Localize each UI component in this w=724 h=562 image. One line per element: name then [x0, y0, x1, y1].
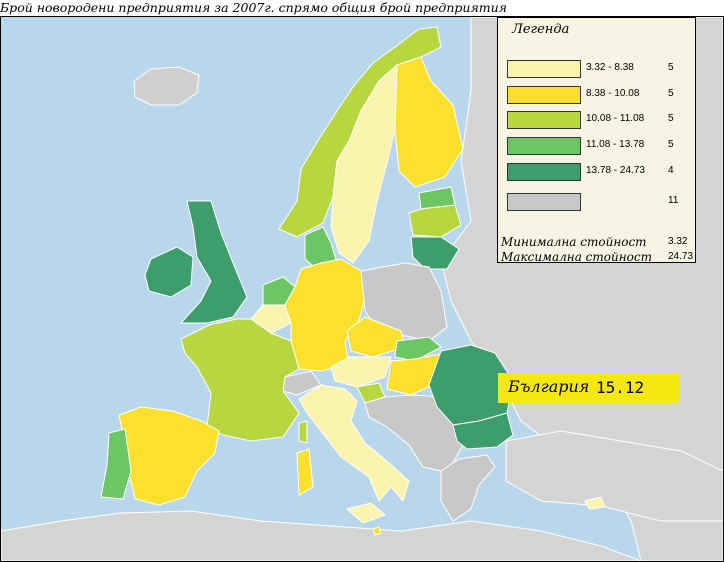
- legend-range: 11.08 - 13.78: [586, 139, 645, 150]
- legend-row: 11: [507, 193, 692, 211]
- region-cyprus: [584, 496, 606, 510]
- legend-swatch: [507, 60, 581, 78]
- region-portugal: [100, 428, 132, 500]
- legend-min: Минимална стойност 3.32: [501, 235, 693, 249]
- legend-box: Легенда 3.32 - 8.38 5 8.38 - 10.08 5 10.…: [497, 17, 696, 264]
- region-finland: [394, 56, 464, 188]
- region-latvia: [408, 204, 462, 238]
- region-france: [180, 318, 300, 442]
- region-sweden: [330, 63, 398, 264]
- legend-row: 10.08 - 11.08 5: [507, 111, 692, 129]
- legend-max: Максимална стойност 24.73: [501, 250, 693, 264]
- region-uk: [179, 200, 248, 324]
- legend-range: 10.08 - 11.08: [586, 113, 645, 124]
- land-africa: [1, 510, 642, 561]
- map-title: Брой новородени предприятия за 2007г. сп…: [0, 0, 507, 15]
- region-austria: [330, 356, 392, 388]
- land-iceland: [133, 66, 200, 106]
- legend-row: 11.08 - 13.78 5: [507, 137, 692, 155]
- callout-value: 15.12: [596, 378, 645, 397]
- legend-swatch: [507, 163, 581, 181]
- region-slovakia: [394, 336, 442, 362]
- legend-min-value: 3.32: [668, 236, 688, 247]
- legend-range: 3.32 - 8.38: [586, 62, 634, 73]
- region-corsica: [298, 420, 308, 444]
- region-spain: [118, 406, 220, 506]
- legend-count: 5: [668, 88, 674, 99]
- region-sicily: [345, 502, 386, 524]
- legend-max-value: 24.73: [668, 251, 694, 262]
- legend-swatch: [507, 137, 581, 155]
- legend-row: 13.78 - 24.73 4: [507, 163, 692, 181]
- legend-count: 5: [668, 62, 674, 73]
- legend-max-label: Максимална стойност: [501, 250, 652, 264]
- legend-row: 8.38 - 10.08 5: [507, 86, 692, 104]
- region-ireland: [144, 246, 194, 298]
- legend-swatch: [507, 86, 581, 104]
- legend-row: 3.32 - 8.38 5: [507, 60, 692, 78]
- region-italy: [298, 384, 410, 503]
- legend-count: 5: [668, 113, 674, 124]
- highlight-callout: България 15.12: [498, 373, 679, 403]
- callout-country: България: [508, 377, 590, 396]
- region-greece: [440, 454, 496, 522]
- region-bulgaria: [452, 412, 514, 450]
- land-turkey: [505, 430, 723, 522]
- legend-count: 4: [668, 165, 674, 176]
- legend-count: 5: [668, 139, 674, 150]
- legend-count: 11: [668, 195, 679, 206]
- region-sardinia: [296, 448, 314, 496]
- legend-title: Легенда: [512, 22, 570, 37]
- region-malta: [372, 526, 382, 536]
- legend-range: 8.38 - 10.08: [586, 88, 640, 99]
- legend-min-label: Минимална стойност: [501, 235, 647, 249]
- legend-swatch: [507, 193, 581, 211]
- region-germany: [284, 258, 366, 372]
- legend-range: 13.78 - 24.73: [586, 165, 645, 176]
- region-lithuania: [410, 236, 460, 270]
- legend-swatch: [507, 111, 581, 129]
